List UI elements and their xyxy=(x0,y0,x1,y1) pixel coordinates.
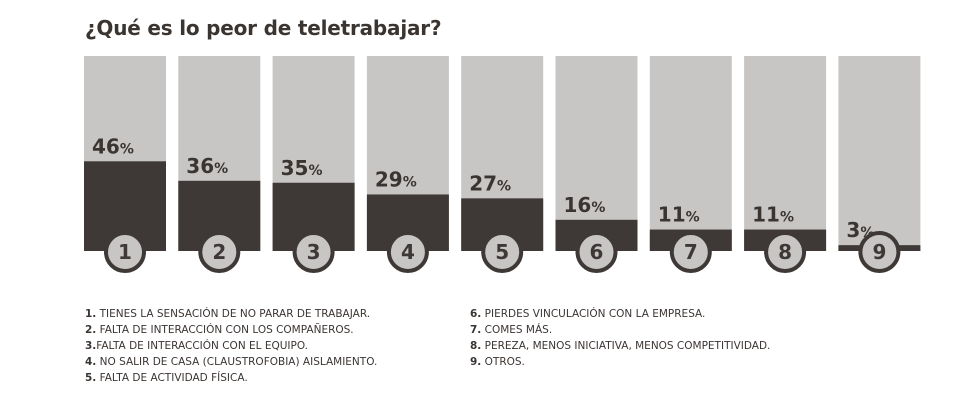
legend-number: 4. xyxy=(85,356,97,368)
legend-text: PEREZA, MENOS INICIATIVA, MENOS COMPETIT… xyxy=(481,340,771,352)
legend-text: TIENES LA SENSACIÓN DE NO PARAR DE TRABA… xyxy=(96,308,371,320)
legend-item-1: 1. TIENES LA SENSACIÓN DE NO PARAR DE TR… xyxy=(85,306,377,322)
category-badge-9 xyxy=(858,231,901,273)
data-label-3: 35% xyxy=(281,156,323,180)
legend-right: 6. PIERDES VINCULACIÓN CON LA EMPRESA. 7.… xyxy=(470,306,770,370)
category-label-3: 3 xyxy=(307,240,321,264)
category-label-9: 9 xyxy=(872,240,886,264)
data-label-4: 29% xyxy=(375,167,417,191)
legend-text: FALTA DE INTERACCIÓN CON EL EQUIPO. xyxy=(96,340,309,352)
chart-title: ¿Qué es lo peor de teletrabajar? xyxy=(85,16,442,40)
legend-item-4: 4. NO SALIR DE CASA (CLAUSTROFOBIA) AISL… xyxy=(85,354,377,370)
category-badge-5 xyxy=(481,231,524,273)
legend-left: 1. TIENES LA SENSACIÓN DE NO PARAR DE TR… xyxy=(85,306,377,386)
data-label-5: 27% xyxy=(469,171,511,195)
category-badge-6 xyxy=(575,231,618,273)
legend-item-3: 3.FALTA DE INTERACCIÓN CON EL EQUIPO. xyxy=(85,338,377,354)
bar-track-7 xyxy=(649,56,732,251)
legend-item-5: 5. FALTA DE ACTIVIDAD FÍSICA. xyxy=(85,370,377,386)
bar-chart: 46%136%235%329%427%516%611%711%83%9 xyxy=(84,56,921,273)
legend-text: OTROS. xyxy=(481,356,525,368)
legend-number: 8. xyxy=(470,340,482,352)
legend-text: NO SALIR DE CASA (CLAUSTROFOBIA) AISLAMI… xyxy=(96,356,378,368)
legend-number: 1. xyxy=(85,308,97,320)
legend-text: PIERDES VINCULACIÓN CON LA EMPRESA. xyxy=(481,308,706,320)
data-label-6: 16% xyxy=(564,193,606,217)
category-label-2: 2 xyxy=(212,240,226,264)
bar-track-6 xyxy=(555,56,638,251)
bar-track-8 xyxy=(744,56,827,251)
data-label-2: 36% xyxy=(186,154,228,178)
legend-item-2: 2. FALTA DE INTERACCIÓN CON LOS COMPAÑER… xyxy=(85,322,377,338)
category-label-7: 7 xyxy=(684,240,698,264)
category-label-1: 1 xyxy=(118,240,132,264)
category-badge-1 xyxy=(104,231,146,273)
legend-item-6: 6. PIERDES VINCULACIÓN CON LA EMPRESA. xyxy=(470,306,770,322)
category-badge-8 xyxy=(764,231,807,273)
data-label-7: 11% xyxy=(658,203,700,227)
legend-text: FALTA DE ACTIVIDAD FÍSICA. xyxy=(96,372,248,384)
legend-item-7: 7. COMES MÁS. xyxy=(470,322,770,338)
legend-text: COMES MÁS. xyxy=(481,324,553,336)
category-label-6: 6 xyxy=(590,240,604,264)
data-label-8: 11% xyxy=(752,203,794,227)
legend-number: 5. xyxy=(85,372,97,384)
legend-number: 7. xyxy=(470,324,482,336)
legend-number: 2. xyxy=(85,324,97,336)
category-label-8: 8 xyxy=(778,240,792,264)
category-badge-2 xyxy=(198,231,241,273)
data-label-1: 46% xyxy=(92,134,134,158)
legend-number: 9. xyxy=(470,356,482,368)
category-badge-7 xyxy=(669,231,712,273)
bar-track-9 xyxy=(838,56,921,251)
legend-item-8: 8. PEREZA, MENOS INICIATIVA, MENOS COMPE… xyxy=(470,338,770,354)
legend-number: 3. xyxy=(85,340,97,352)
category-label-4: 4 xyxy=(401,240,415,264)
legend-number: 6. xyxy=(470,308,482,320)
legend-text: FALTA DE INTERACCIÓN CON LOS COMPAÑEROS. xyxy=(96,324,354,336)
category-label-5: 5 xyxy=(495,240,509,264)
category-badge-3 xyxy=(292,231,335,273)
category-badge-4 xyxy=(386,231,429,273)
legend-item-9: 9. OTROS. xyxy=(470,354,770,370)
